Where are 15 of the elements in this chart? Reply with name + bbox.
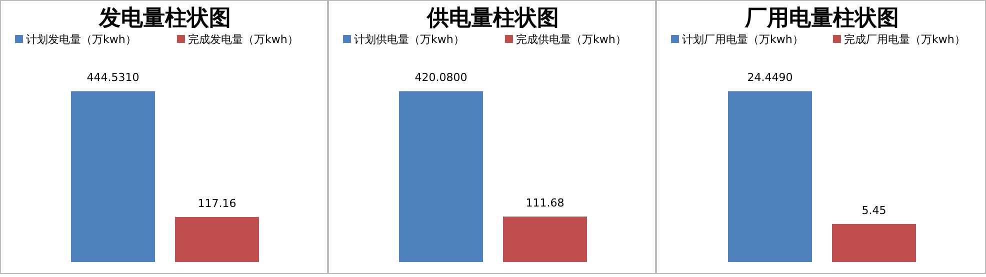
legend-label: 计划厂用电量（万kwh）	[682, 33, 804, 46]
chart-title: 供电量柱状图	[426, 5, 559, 30]
legend-label: 计划发电量（万kwh）	[26, 33, 136, 46]
data-label: 5.45	[862, 204, 886, 217]
chart-title: 厂用电量柱状图	[744, 5, 899, 30]
legend-label: 计划供电量（万kwh）	[354, 33, 464, 46]
legend-label: 完成供电量（万kwh）	[516, 33, 626, 46]
legend-label: 完成厂用电量（万kwh）	[844, 33, 966, 46]
data-label: 444.5310	[86, 71, 140, 84]
data-label: 111.68	[526, 196, 564, 210]
legend-label: 完成发电量（万kwh）	[188, 33, 298, 46]
chart-title: 发电量柱状图	[98, 5, 231, 30]
data-label: 420.0800	[414, 71, 468, 84]
data-label: 117.16	[198, 196, 236, 210]
data-label: 24.4490	[747, 71, 793, 84]
